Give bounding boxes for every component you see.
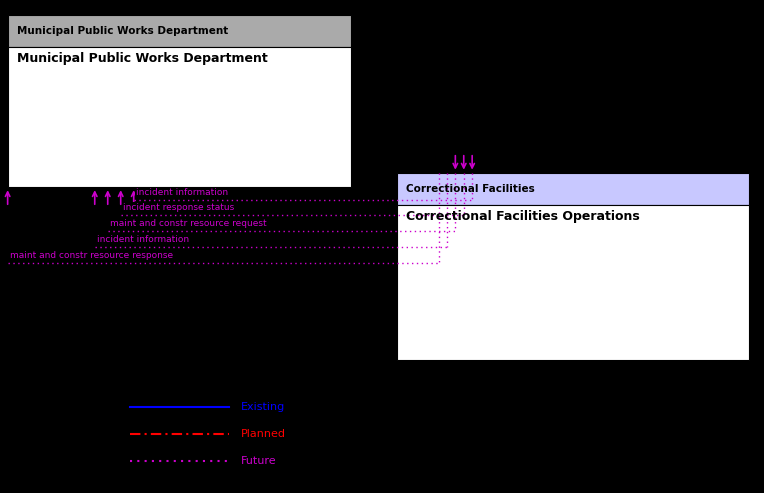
- Bar: [8, 15, 351, 47]
- Text: maint and constr resource request: maint and constr resource request: [110, 219, 267, 228]
- Text: incident response status: incident response status: [123, 204, 235, 212]
- Bar: [8, 47, 351, 187]
- Text: Correctional Facilities: Correctional Facilities: [406, 183, 536, 194]
- Bar: [397, 205, 749, 360]
- Bar: [397, 173, 749, 205]
- Text: Existing: Existing: [241, 402, 285, 412]
- Text: maint and constr resource response: maint and constr resource response: [10, 251, 173, 260]
- Text: Municipal Public Works Department: Municipal Public Works Department: [17, 52, 267, 65]
- Text: Future: Future: [241, 456, 277, 466]
- Text: Municipal Public Works Department: Municipal Public Works Department: [17, 26, 228, 36]
- Text: incident information: incident information: [136, 188, 228, 197]
- Text: Planned: Planned: [241, 429, 286, 439]
- Text: Correctional Facilities Operations: Correctional Facilities Operations: [406, 210, 640, 222]
- Text: incident information: incident information: [97, 235, 189, 244]
